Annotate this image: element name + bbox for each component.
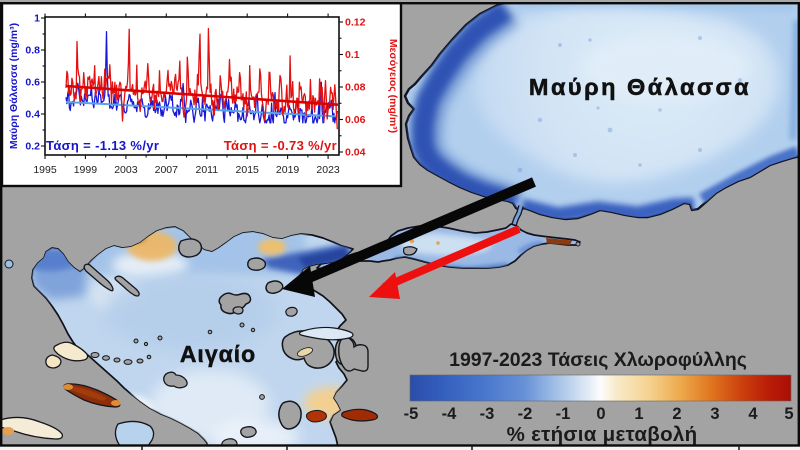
svg-text:-5: -5 <box>404 405 419 423</box>
svg-text:0: 0 <box>596 405 605 423</box>
svg-text:2023: 2023 <box>316 164 340 176</box>
svg-text:1: 1 <box>34 13 40 25</box>
svg-text:1999: 1999 <box>74 164 98 176</box>
svg-text:1997-2023 Τάσεις Χλωροφύλλης: 1997-2023 Τάσεις Χλωροφύλλης <box>449 349 747 371</box>
svg-text:Αιγαίο: Αιγαίο <box>180 341 256 367</box>
svg-text:2015: 2015 <box>236 164 260 176</box>
svg-text:0.1: 0.1 <box>345 49 360 61</box>
svg-text:2011: 2011 <box>196 164 219 176</box>
svg-text:1: 1 <box>634 405 643 423</box>
svg-text:0.6: 0.6 <box>25 77 40 89</box>
svg-text:-2: -2 <box>518 405 533 423</box>
svg-text:0.8: 0.8 <box>25 45 40 57</box>
svg-text:% ετήσια μεταβολή: % ετήσια μεταβολή <box>507 423 698 446</box>
svg-text:Μαύρη Θάλασσα: Μαύρη Θάλασσα <box>529 74 751 100</box>
svg-text:Τάση = -0.73 %/yr: Τάση = -0.73 %/yr <box>224 138 337 153</box>
svg-text:Μαύρη Θάλασσα (mg/m³): Μαύρη Θάλασσα (mg/m³) <box>8 23 20 149</box>
svg-text:5: 5 <box>784 405 793 423</box>
svg-text:4: 4 <box>748 405 758 423</box>
svg-text:0.08: 0.08 <box>345 82 366 94</box>
svg-text:2: 2 <box>672 405 681 423</box>
svg-text:3: 3 <box>710 405 719 423</box>
svg-text:0.04: 0.04 <box>345 147 366 159</box>
svg-text:0.12: 0.12 <box>345 17 366 29</box>
svg-text:0.06: 0.06 <box>345 114 366 126</box>
svg-text:0.4: 0.4 <box>25 109 40 121</box>
svg-text:2007: 2007 <box>155 164 179 176</box>
svg-text:-1: -1 <box>556 405 571 423</box>
svg-text:Μεσόγειος (mg/m³): Μεσόγειος (mg/m³) <box>387 39 399 133</box>
svg-text:1995: 1995 <box>33 164 57 176</box>
svg-text:Τάση = -1.13 %/yr: Τάση = -1.13 %/yr <box>46 138 159 153</box>
svg-text:-3: -3 <box>480 405 495 423</box>
svg-text:-4: -4 <box>442 405 457 423</box>
svg-text:2019: 2019 <box>276 164 300 176</box>
svg-text:0.2: 0.2 <box>25 141 40 153</box>
svg-text:2003: 2003 <box>114 164 138 176</box>
